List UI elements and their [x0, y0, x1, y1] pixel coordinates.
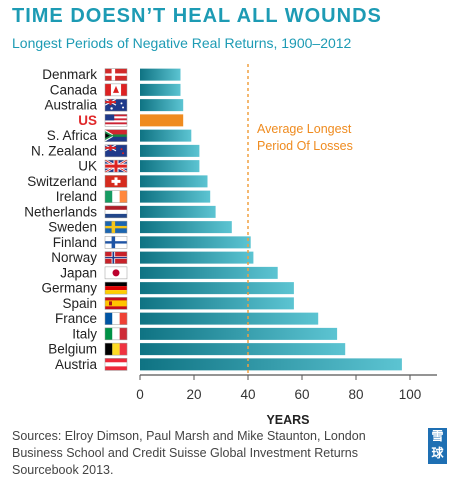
bar-austria	[140, 358, 402, 371]
category-label-denmark: Denmark	[42, 67, 97, 82]
netherlands-flag-icon	[104, 205, 128, 219]
category-label-finland: Finland	[53, 235, 97, 250]
category-label-sweden: Sweden	[48, 220, 97, 235]
bar-belgium	[140, 343, 346, 356]
average-line-label: Average Longest	[257, 122, 352, 136]
bar-germany	[140, 282, 294, 295]
category-label-norway: Norway	[51, 250, 97, 265]
france-flag-icon	[104, 312, 128, 325]
bar-italy	[140, 327, 338, 340]
south-africa-flag-icon	[104, 129, 128, 142]
x-tick-label: 80	[348, 387, 363, 402]
category-label-australia: Australia	[44, 98, 97, 113]
x-axis: 0 20 40 60 80 100 YEARS	[136, 374, 437, 427]
bar-finland	[140, 236, 251, 249]
watermark-logo: 雪球	[428, 428, 447, 464]
new-zealand-flag-icon	[104, 144, 128, 158]
japan-flag-icon	[104, 266, 128, 280]
bar-canada	[140, 83, 181, 96]
bar-series	[140, 68, 402, 371]
bar-us	[140, 114, 184, 127]
category-label-n-zealand: N. Zealand	[31, 143, 97, 158]
us-flag-icon	[104, 114, 128, 127]
x-tick-label: 40	[240, 387, 255, 402]
category-label-ireland: Ireland	[56, 189, 97, 204]
finland-flag-icon	[104, 236, 128, 249]
austria-flag-icon	[104, 358, 128, 371]
category-label-belgium: Belgium	[48, 342, 97, 357]
category-label-netherlands: Netherlands	[24, 204, 97, 219]
bar-japan	[140, 266, 278, 279]
switzerland-flag-icon	[104, 175, 128, 188]
bar-uk	[140, 160, 200, 173]
sweden-flag-icon	[104, 220, 128, 234]
bar-switzerland	[140, 175, 208, 188]
category-label-canada: Canada	[50, 82, 98, 97]
category-label-s-africa: S. Africa	[47, 128, 98, 143]
belgium-flag-icon	[104, 342, 128, 356]
category-label-uk: UK	[78, 159, 97, 174]
chart-title: TIME DOESN’T HEAL ALL WOUNDS	[12, 5, 382, 27]
bar-france	[140, 312, 319, 325]
bar-netherlands	[140, 205, 216, 218]
x-axis-title: YEARS	[266, 413, 309, 427]
denmark-flag-icon	[104, 68, 128, 81]
canada-flag-icon	[104, 83, 128, 97]
category-label-germany: Germany	[41, 281, 97, 296]
germany-flag-icon	[104, 281, 128, 295]
x-tick-label: 0	[136, 387, 144, 402]
bar-spain	[140, 297, 294, 310]
category-label-france: France	[55, 311, 97, 326]
category-label-switzerland: Switzerland	[27, 174, 97, 189]
bar-s-africa	[140, 129, 192, 142]
category-label-japan: Japan	[60, 265, 97, 280]
uk-flag-icon	[104, 159, 128, 174]
source-note: Sources: Elroy Dimson, Paul Marsh and Mi…	[12, 429, 366, 477]
average-line-label: Period Of Losses	[257, 139, 353, 153]
x-tick-label: 20	[186, 387, 201, 402]
x-tick-label: 100	[399, 387, 422, 402]
bar-denmark	[140, 68, 181, 81]
flag-column	[104, 68, 128, 371]
bar-sweden	[140, 221, 232, 234]
category-label-us: US	[78, 113, 97, 128]
bar-ireland	[140, 190, 211, 203]
category-label-austria: Austria	[55, 357, 98, 372]
category-label-spain: Spain	[62, 296, 97, 311]
average-line-group: Average Longest Period Of Losses	[247, 64, 353, 375]
x-tick-label: 60	[294, 387, 309, 402]
category-label-italy: Italy	[72, 326, 97, 341]
bar-norway	[140, 251, 254, 264]
watermark-char: 雪	[431, 429, 444, 443]
chart-subtitle: Longest Periods of Negative Real Returns…	[12, 35, 352, 51]
watermark-char: 球	[431, 446, 444, 460]
ireland-flag-icon	[104, 190, 128, 203]
norway-flag-icon	[104, 251, 128, 264]
bar-n-zealand	[140, 144, 200, 157]
italy-flag-icon	[104, 327, 128, 341]
australia-flag-icon	[104, 98, 128, 112]
bar-australia	[140, 99, 184, 112]
spain-flag-icon	[104, 297, 128, 310]
